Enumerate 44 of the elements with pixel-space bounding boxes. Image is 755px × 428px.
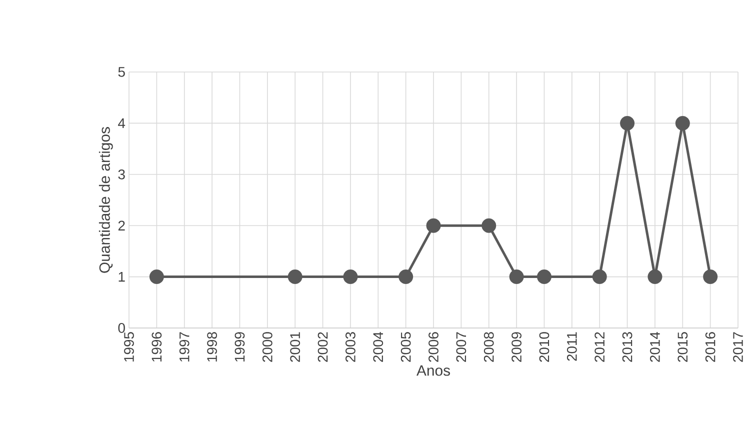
x-tick-label: 2012 <box>594 332 605 362</box>
point <box>482 218 496 233</box>
x-tick-label: 2001 <box>290 332 300 362</box>
point <box>343 270 358 284</box>
point <box>620 116 635 130</box>
x-tick-label: 2015 <box>678 332 688 362</box>
point <box>149 270 164 284</box>
x-tick-label: 2010 <box>539 332 550 362</box>
point <box>288 270 302 284</box>
y-axis-title: Quantidade de artigos <box>98 127 113 273</box>
y-tick-label: 0 <box>118 323 125 333</box>
x-tick-label: 2013 <box>622 332 632 362</box>
x-tick-label: 1997 <box>179 332 190 362</box>
y-tick-label: 3 <box>118 169 125 180</box>
y-tick-label: 4 <box>118 118 126 128</box>
point <box>509 270 524 284</box>
x-tick-label: 1999 <box>234 332 245 362</box>
x-tick-label: 2005 <box>400 332 411 362</box>
point <box>703 270 718 284</box>
point <box>536 270 552 284</box>
x-tick-label: 2004 <box>373 332 384 362</box>
x-tick-label: 2009 <box>512 332 522 362</box>
point <box>592 270 607 284</box>
x-tick-label: 2003 <box>346 332 356 362</box>
x-axis-title: Anos <box>416 365 450 376</box>
point <box>426 218 441 233</box>
x-tick-label: 1998 <box>207 332 217 362</box>
point <box>648 270 662 284</box>
x-tick-label: 2002 <box>318 332 328 362</box>
x-tick-label: 2000 <box>262 332 272 362</box>
point <box>675 116 690 130</box>
x-tick-label: 2017 <box>733 332 743 362</box>
y-tick-label: 1 <box>118 272 125 282</box>
x-tick-label: 1996 <box>152 332 162 362</box>
x-tick-label: 2008 <box>484 332 494 362</box>
x-tick-label: 2006 <box>428 332 438 362</box>
y-tick-label: 2 <box>118 220 125 230</box>
y-tick-label: 5 <box>118 67 125 77</box>
x-tick-label: 1995 <box>124 332 134 362</box>
point <box>398 270 414 284</box>
x-tick-label: 2014 <box>650 332 660 362</box>
x-tick-label: 2007 <box>456 332 466 362</box>
x-tick-label: 2011 <box>566 332 577 361</box>
x-tick-label: 2016 <box>705 332 716 362</box>
